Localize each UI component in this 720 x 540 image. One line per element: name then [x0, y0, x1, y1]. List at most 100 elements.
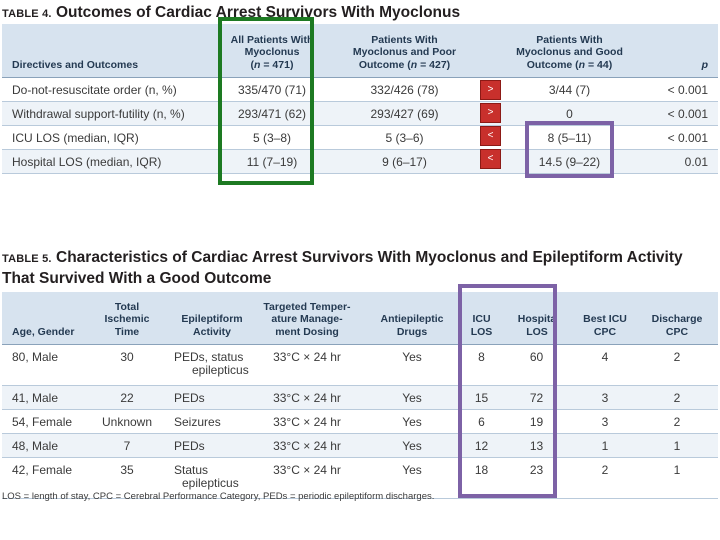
poor-value: 293/427 (69): [370, 107, 439, 121]
poor-value: 9 (6–17): [382, 155, 427, 169]
ttm-dosing: 33°C × 24 hr: [273, 415, 341, 429]
table4-header-p: p: [701, 58, 708, 71]
highlight-box-all-patients: [218, 17, 314, 185]
less-than-arrow-icon: <: [480, 126, 501, 146]
table-row: Hospital LOS (median, IQR) 11 (7–19) 9 (…: [2, 150, 718, 174]
good-value: 14.5 (9–22): [538, 155, 601, 169]
row-label: ICU LOS (median, IQR): [12, 131, 139, 145]
p-value: < 0.001: [667, 131, 708, 145]
table4-header: Directives and Outcomes All Patients Wit…: [2, 24, 718, 78]
hospital-los: 23: [529, 463, 544, 477]
table-row: Do-not-resuscitate order (n, %) 335/470 …: [2, 78, 718, 102]
less-than-arrow-icon: <: [480, 149, 501, 169]
icu-los: 18: [474, 463, 489, 477]
antiepileptic-drugs: Yes: [402, 391, 422, 405]
table5-header-aed: Antiepileptic Drugs: [380, 313, 444, 338]
row-label: Hospital LOS (median, IQR): [12, 155, 162, 169]
ischemic-time: Unknown: [101, 415, 153, 429]
best-icu-cpc: 2: [601, 463, 609, 477]
discharge-cpc: 1: [673, 463, 681, 477]
highlight-box-table5-los: [458, 284, 557, 498]
table-row: Withdrawal support-futility (n, %) 293/4…: [2, 102, 718, 126]
table5-label: TABLE 5.: [2, 253, 52, 265]
table4-header-all: All Patients With Myoclonus (n = 471): [217, 34, 327, 72]
icu-los: 8: [478, 350, 485, 364]
table4-title-text: Outcomes of Cardiac Arrest Survivors Wit…: [56, 4, 461, 21]
antiepileptic-drugs: Yes: [402, 415, 422, 429]
all-value: 293/471 (62): [237, 107, 307, 121]
row-label: Withdrawal support-futility (n, %): [12, 107, 185, 121]
ttm-dosing: 33°C × 24 hr: [273, 463, 341, 477]
table5-title-text: Characteristics of Cardiac Arrest Surviv…: [2, 249, 683, 287]
age-gender: 54, Female: [12, 415, 73, 429]
all-value: 5 (3–8): [252, 131, 292, 145]
table4-label: TABLE 4.: [2, 8, 52, 20]
p-value: 0.01: [684, 155, 708, 169]
icu-los: 12: [474, 439, 489, 453]
antiepileptic-drugs: Yes: [402, 439, 422, 453]
age-gender: 41, Male: [12, 391, 59, 405]
table5-header-hosp-los: Hospita LOS: [517, 313, 557, 338]
poor-value: 5 (3–6): [385, 131, 424, 145]
table4: Directives and Outcomes All Patients Wit…: [2, 24, 718, 174]
hospital-los: 19: [529, 415, 544, 429]
ischemic-time: 22: [120, 391, 134, 405]
best-icu-cpc: 1: [601, 439, 609, 453]
table5-header-ischemic-time: Total Ischemic Time: [104, 300, 150, 338]
table4-header-poor: Patients With Myoclonus and Poor Outcome (…: [352, 33, 457, 71]
table5: Age, Gender Total Ischemic Time Epileptifo…: [2, 292, 718, 499]
highlight-box-good-outcome-los: [525, 121, 614, 178]
table5-footnote: LOS = length of stay, CPC = Cerebral Per…: [2, 491, 435, 502]
table5-header-age: Age, Gender: [12, 325, 75, 338]
hospital-los: 60: [529, 350, 544, 364]
epileptiform-activity: Status epilepticus: [174, 463, 239, 490]
good-value: 3/44 (7): [548, 83, 591, 97]
greater-than-arrow-icon: >: [480, 80, 501, 100]
all-value: 11 (7–19): [246, 155, 298, 169]
greater-than-arrow-icon: >: [480, 103, 501, 123]
epileptiform-activity: PEDs: [174, 391, 205, 405]
epileptiform-activity: PEDs, status epilepticus: [174, 350, 249, 377]
ischemic-time: 30: [120, 350, 134, 364]
antiepileptic-drugs: Yes: [402, 350, 422, 364]
all-value: 335/470 (71): [237, 83, 307, 97]
table-row: 80, Male 30 PEDs, status epilepticus 33°C…: [2, 345, 718, 386]
age-gender: 42, Female: [12, 463, 73, 477]
ttm-dosing: 33°C × 24 hr: [273, 391, 341, 405]
discharge-cpc: 2: [673, 350, 681, 364]
antiepileptic-drugs: Yes: [402, 463, 422, 477]
ttm-dosing: 33°C × 24 hr: [273, 350, 341, 364]
discharge-cpc: 1: [673, 439, 681, 453]
table4-header-directives: Directives and Outcomes: [12, 58, 139, 71]
discharge-cpc: 2: [673, 391, 681, 405]
poor-value: 332/426 (78): [370, 83, 439, 97]
table5-header-epileptiform: Epileptiform Activity: [181, 313, 243, 338]
table5-title: TABLE 5. Characteristics of Cardiac Arre…: [2, 248, 718, 289]
hospital-los: 13: [529, 439, 544, 453]
discharge-cpc: 2: [673, 415, 681, 429]
table5-header-ttm: Targeted Temper-ature Manage-ment Dosing: [263, 300, 351, 338]
epileptiform-activity: PEDs: [174, 439, 205, 453]
good-value: 8 (5–11): [547, 131, 592, 145]
p-value: < 0.001: [667, 83, 708, 97]
age-gender: 80, Male: [12, 350, 59, 364]
table-row: 54, Female Unknown Seizures 33°C × 24 hr…: [2, 410, 718, 434]
table5-header-discharge-cpc: Discharge CPC: [651, 313, 703, 338]
table-row: 41, Male 22 PEDs 33°C × 24 hr Yes 15 72 …: [2, 386, 718, 410]
table5-header-best-cpc: Best ICU CPC: [583, 313, 627, 338]
age-gender: 48, Male: [12, 439, 59, 453]
ttm-dosing: 33°C × 24 hr: [273, 439, 341, 453]
good-value: 0: [566, 107, 573, 121]
table-row: 42, Female 35 Status epilepticus 33°C × 2…: [2, 458, 718, 499]
table5-header-icu-los: ICU LOS: [470, 313, 493, 338]
best-icu-cpc: 3: [601, 391, 609, 405]
row-label: Do-not-resuscitate order (n, %): [12, 83, 177, 97]
p-value: < 0.001: [667, 107, 708, 121]
table-row: 48, Male 7 PEDs 33°C × 24 hr Yes 12 13 1…: [2, 434, 718, 458]
table4-header-good: Patients With Myoclonus and Good Outcome (…: [516, 33, 623, 71]
ischemic-time: 35: [120, 463, 134, 477]
table4-title: TABLE 4. Outcomes of Cardiac Arrest Surv…: [2, 4, 460, 22]
hdr-line: All Patients With: [230, 33, 314, 46]
epileptiform-activity: Seizures: [174, 415, 221, 429]
hospital-los: 72: [529, 391, 544, 405]
